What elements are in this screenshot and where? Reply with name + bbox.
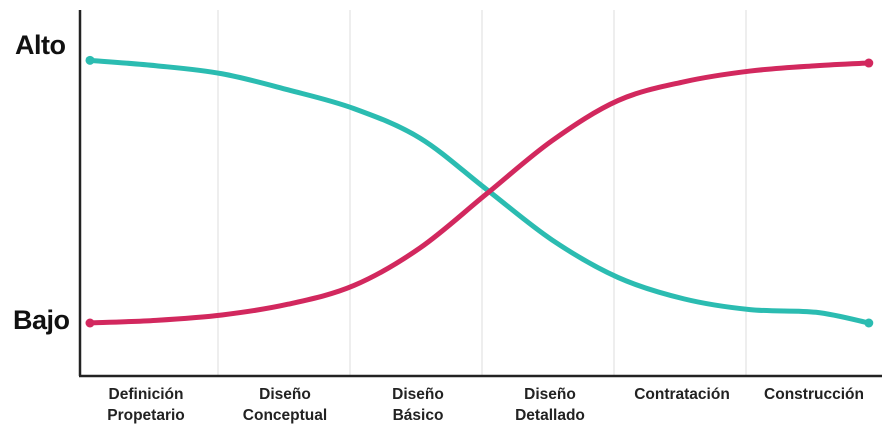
x-tick-line1: Contratación: [634, 386, 730, 403]
x-tick-line1: Diseño: [259, 386, 311, 403]
series-endpoint-1-end: [864, 318, 874, 328]
x-tick-line1: Diseño: [392, 386, 444, 403]
x-tick-line2: Propetario: [107, 407, 185, 424]
x-tick-line1: Construcción: [764, 386, 864, 403]
x-tick-label-diseno-basico: Diseño Básico: [352, 384, 484, 426]
x-tick-label-construccion: Construcción: [748, 384, 880, 405]
x-tick-line2: Conceptual: [242, 407, 328, 424]
x-tick-label-diseno-detallado: Diseño Detallado: [484, 384, 616, 426]
x-tick-line2: Básico: [392, 407, 444, 424]
y-label-low: Bajo: [13, 305, 70, 335]
x-tick-line1: Diseño: [524, 386, 576, 403]
series-line-1: [87, 57, 872, 326]
grid-lines: [217, 10, 747, 376]
x-tick-line2: Detallado: [515, 407, 585, 424]
series-group: [85, 55, 874, 328]
x-tick-label-definicion: Definición Propetario: [80, 384, 212, 426]
y-label-high: Alto: [15, 30, 66, 60]
x-tick-label-contratacion: Contratación: [616, 384, 748, 405]
series-endpoint-2-start: [85, 318, 95, 328]
x-tick-label-diseno-conceptual: Diseño Conceptual: [219, 384, 351, 426]
series-endpoint-1-start: [85, 55, 95, 65]
x-tick-line1: Definición: [108, 386, 184, 403]
series-endpoint-2-end: [864, 58, 874, 68]
series-line-2: [87, 60, 872, 326]
